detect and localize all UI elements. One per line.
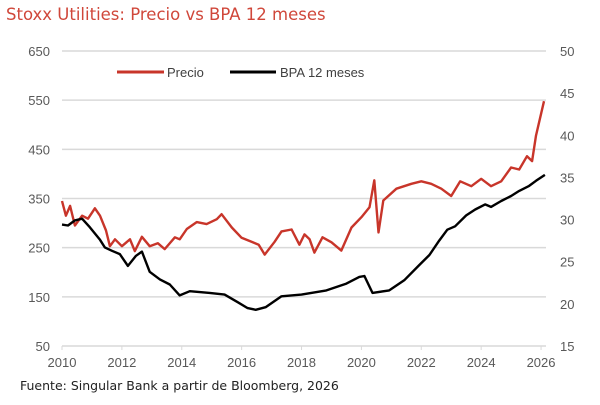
y-left-tick-label: 450 — [28, 142, 50, 157]
gridlines — [62, 50, 546, 347]
y-right-tick-label: 35 — [560, 170, 574, 185]
x-tick-label: 2026 — [527, 355, 556, 370]
legend-label-precio: Precio — [167, 65, 204, 80]
x-tick-label: 2022 — [407, 355, 436, 370]
series-line-bpa — [61, 173, 546, 311]
x-axis: 2010 2012 2014 2016 2018 2020 2022 2024 2026 — [48, 346, 556, 370]
y-right-tick-label: 20 — [560, 297, 574, 312]
x-tick-label: 2016 — [227, 355, 256, 370]
chart-title: Stoxx Utilities: Precio vs BPA 12 meses — [6, 5, 326, 24]
y-right-tick-label: 50 — [560, 44, 574, 59]
series-line-precio — [60, 100, 546, 256]
x-tick-label: 2012 — [107, 355, 136, 370]
y-left-tick-label: 550 — [28, 93, 50, 108]
y-right-tick-label: 30 — [560, 213, 574, 228]
y-right-tick-label: 40 — [560, 128, 574, 143]
legend-label-bpa: BPA 12 meses — [280, 65, 365, 80]
x-tick-label: 2014 — [167, 355, 196, 370]
y-axis-right: 15 20 25 30 35 40 45 50 — [560, 44, 574, 354]
y-left-tick-label: 350 — [28, 192, 50, 207]
x-tick-label: 2020 — [347, 355, 376, 370]
y-left-tick-label: 150 — [28, 290, 50, 305]
y-left-tick-label: 650 — [28, 44, 50, 59]
y-axis-left: 50 150 250 350 450 550 650 — [28, 44, 50, 354]
series-lines — [60, 100, 546, 311]
y-right-tick-label: 15 — [560, 339, 574, 354]
y-right-tick-label: 25 — [560, 255, 574, 270]
x-tick-label: 2024 — [467, 355, 496, 370]
y-right-tick-label: 45 — [560, 86, 574, 101]
source-note: Fuente: Singular Bank a partir de Bloomb… — [20, 378, 339, 393]
y-left-tick-label: 250 — [28, 241, 50, 256]
x-tick-label: 2018 — [287, 355, 316, 370]
legend: Precio BPA 12 meses — [117, 65, 365, 80]
y-left-tick-label: 50 — [36, 339, 50, 354]
x-tick-label: 2010 — [48, 355, 77, 370]
